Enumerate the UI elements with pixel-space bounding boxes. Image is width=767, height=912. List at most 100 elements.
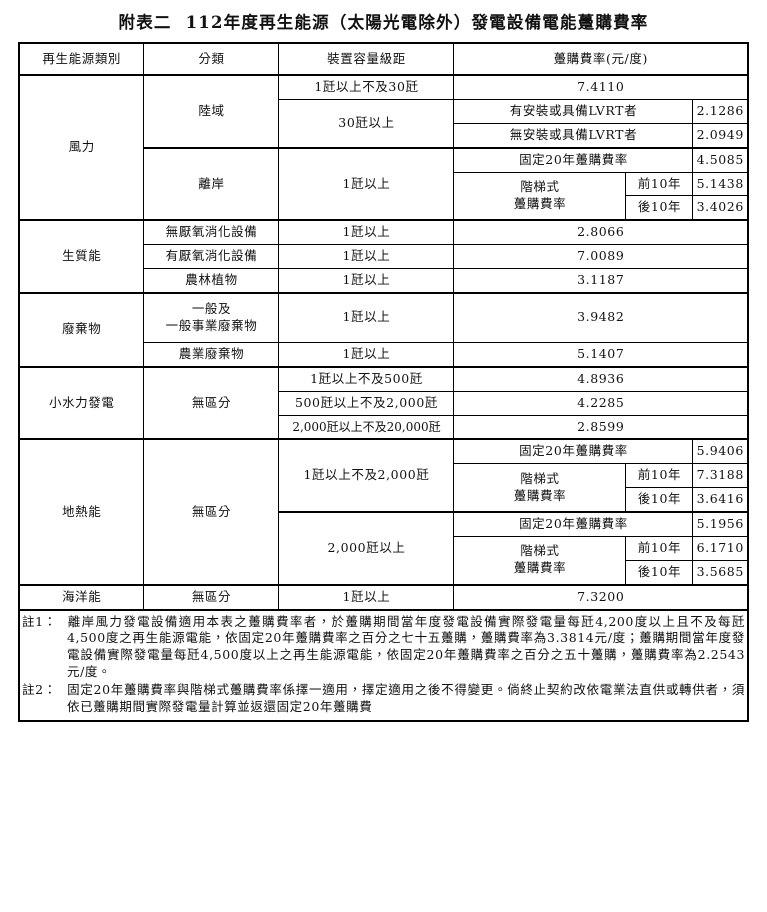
period-last-10yr-geo-a: 後10年 (625, 487, 694, 513)
tiered-line1: 階梯式 (520, 543, 560, 559)
classification-waste-1: 農業廢棄物 (143, 341, 280, 368)
notes-container: 註1： 離岸風力發電設備適用本表之躉購費率者，於躉購期間當年度發電設備實際發電量每… (18, 608, 749, 722)
classification-biomass-1: 有厭氧消化設備 (143, 244, 280, 269)
tariff-table: 再生能源類別 分類 裝置容量級距 躉購費率(元/度) 風力 陸域 1瓩以上不及3… (17, 42, 750, 722)
label-fixed-20yr-geo-a: 固定20年躉購費率 (453, 438, 694, 465)
category-waste: 廢棄物 (18, 291, 145, 368)
table-row: 階梯式 躉購費率 前10年 5.1438 (19, 171, 749, 221)
rate-offshore-fixed: 4.5085 (692, 146, 749, 173)
label-fixed-20yr: 固定20年躉購費率 (453, 146, 694, 173)
rate-ocean: 7.3200 (453, 583, 749, 610)
period-first-10yr: 前10年 (625, 171, 694, 197)
rate-hydro-0: 4.8936 (453, 365, 749, 392)
period-first-10yr-geo-a: 前10年 (625, 463, 694, 489)
rate-geo-b-last10: 3.5685 (692, 559, 749, 586)
classification-biomass-2: 農林植物 (143, 267, 280, 294)
capacity-waste-0: 1瓩以上 (278, 291, 455, 343)
condition-without-lvrt: 無安裝或具備LVRT者 (453, 122, 694, 149)
table-row: 後10年 3.6416 (19, 487, 749, 513)
capacity-geo-tier-a: 1瓩以上不及2,000瓩 (278, 438, 455, 513)
capacity-biomass-2: 1瓩以上 (278, 267, 455, 294)
table-row: 廢棄物 一般及 一般事業廢棄物 1瓩以上 3.9482 (18, 291, 749, 368)
table-notes-row: 註1： 離岸風力發電設備適用本表之躉購費率者，於躉購期間當年度發電設備實際發電量每… (18, 608, 749, 722)
table-row: 無安裝或具備LVRT者 2.0949 (19, 122, 749, 149)
capacity-biomass-0: 1瓩以上 (278, 219, 455, 246)
label-tiered-rate-geo-b: 階梯式 躉購費率 (453, 535, 627, 586)
capacity-geo-tier-b: 2,000瓩以上 (278, 511, 455, 586)
page-title: 附表二 112年度再生能源（太陽光電除外）發電設備電能躉購費率 (0, 0, 767, 42)
table-header-row: 再生能源類別 分類 裝置容量級距 躉購費率(元/度) (18, 42, 749, 76)
capacity-onshore-large: 30瓩以上 (278, 98, 455, 149)
note-2-text: 固定20年躉購費率與階梯式躉購費率係擇一適用，擇定適用之後不得變更。倘終止契約改… (66, 682, 746, 714)
header-classification: 分類 (143, 42, 280, 76)
classification-waste-0: 一般及 一般事業廢棄物 (143, 291, 280, 343)
category-small-hydro: 小水力發電 (18, 365, 145, 440)
rate-geo-b-fixed: 5.1956 (692, 510, 749, 537)
table-row: 後10年 3.5685 (19, 559, 749, 586)
classification-ocean: 無區分 (143, 583, 280, 610)
classification-biomass-0: 無厭氧消化設備 (143, 219, 280, 246)
table-row: 農林植物 1瓩以上 3.1187 (19, 267, 749, 294)
classification-onshore: 陸域 (143, 74, 280, 149)
capacity-hydro-1: 500瓩以上不及2,000瓩 (278, 390, 455, 416)
table-row: 風力 陸域 1瓩以上不及30瓩 7.4110 (18, 73, 749, 221)
classification-small-hydro: 無區分 (143, 365, 280, 440)
table-row: 農業廢棄物 1瓩以上 5.1407 (19, 341, 749, 368)
header-capacity: 裝置容量級距 (278, 42, 455, 76)
rate-onshore-small: 7.4110 (453, 73, 749, 100)
table-row: 離岸 1瓩以上 固定20年躉購費率 4.5085 (19, 146, 749, 221)
rate-offshore-first10: 5.1438 (692, 171, 749, 197)
rate-waste-1: 5.1407 (453, 341, 749, 368)
rate-waste-0: 3.9482 (453, 291, 749, 343)
tiered-line2: 躉購費率 (513, 195, 567, 211)
rate-geo-a-first10: 7.3188 (692, 463, 749, 489)
category-wind: 風力 (18, 73, 145, 221)
classification-offshore: 離岸 (143, 146, 280, 221)
category-biomass: 生質能 (18, 219, 145, 294)
table-row: 生質能 無厭氧消化設備 1瓩以上 2.8066 (18, 219, 749, 294)
label-tiered-rate: 階梯式 躉購費率 (453, 171, 627, 221)
note-2-label: 註2： (21, 682, 57, 697)
table-row: 階梯式 躉購費率 前10年 7.3188 (19, 463, 749, 513)
title-prefix: 附表二 (118, 13, 172, 32)
period-last-10yr: 後10年 (625, 195, 694, 221)
rate-geo-a-fixed: 5.9406 (692, 438, 749, 465)
tiered-line2: 躉購費率 (513, 560, 567, 576)
category-ocean: 海洋能 (18, 583, 145, 610)
table-row: 海洋能 無區分 1瓩以上 7.3200 (18, 583, 749, 610)
condition-with-lvrt: 有安裝或具備LVRT者 (453, 98, 694, 124)
label-tiered-rate-geo-a: 階梯式 躉購費率 (453, 463, 627, 513)
period-last-10yr-geo-b: 後10年 (625, 559, 694, 586)
tiered-line1: 階梯式 (520, 470, 560, 486)
rate-hydro-1: 4.2285 (453, 390, 749, 416)
note-1-text: 離岸風力發電設備適用本表之躉購費率者，於躉購期間當年度發電設備實際發電量每瓩4,… (66, 613, 746, 680)
rate-offshore-last10: 3.4026 (692, 195, 749, 221)
table-row: 30瓩以上 有安裝或具備LVRT者 2.1286 (19, 98, 749, 149)
label-fixed-20yr-geo-b: 固定20年躉購費率 (453, 510, 694, 537)
rate-biomass-2: 3.1187 (453, 267, 749, 294)
rate-biomass-1: 7.0089 (453, 244, 749, 269)
rate-hydro-2: 2.8599 (453, 414, 749, 440)
capacity-offshore: 1瓩以上 (278, 146, 455, 221)
classification-geothermal: 無區分 (143, 438, 280, 586)
capacity-biomass-1: 1瓩以上 (278, 244, 455, 269)
capacity-waste-1: 1瓩以上 (278, 341, 455, 368)
capacity-onshore-small: 1瓩以上不及30瓩 (278, 73, 455, 100)
rate-geo-a-last10: 3.6416 (692, 487, 749, 513)
tiered-line2: 躉購費率 (513, 487, 567, 503)
note-1: 註1： 離岸風力發電設備適用本表之躉購費率者，於躉購期間當年度發電設備實際發電量每… (22, 614, 745, 682)
note-2: 註2： 固定20年躉購費率與階梯式躉購費率係擇一適用，擇定適用之後不得變更。倘終止… (22, 682, 745, 716)
rate-geo-b-first10: 6.1710 (692, 535, 749, 561)
rate-biomass-0: 2.8066 (453, 219, 749, 246)
rate-onshore-with-lvrt: 2.1286 (692, 98, 749, 124)
waste-0-line2: 一般事業廢棄物 (165, 317, 258, 333)
category-geothermal: 地熱能 (18, 438, 145, 586)
capacity-hydro-2: 2,000瓩以上不及20,000瓩 (278, 414, 455, 440)
table-row: 有厭氧消化設備 1瓩以上 7.0089 (19, 244, 749, 269)
table-row: 階梯式 躉購費率 前10年 6.1710 (19, 535, 749, 586)
period-first-10yr-geo-b: 前10年 (625, 535, 694, 561)
waste-0-line1: 一般及 (191, 301, 232, 316)
table-row: 小水力發電 無區分 1瓩以上不及500瓩 4.8936 (18, 365, 749, 440)
table-row: 2,000瓩以上 固定20年躉購費率 5.1956 (19, 510, 749, 586)
